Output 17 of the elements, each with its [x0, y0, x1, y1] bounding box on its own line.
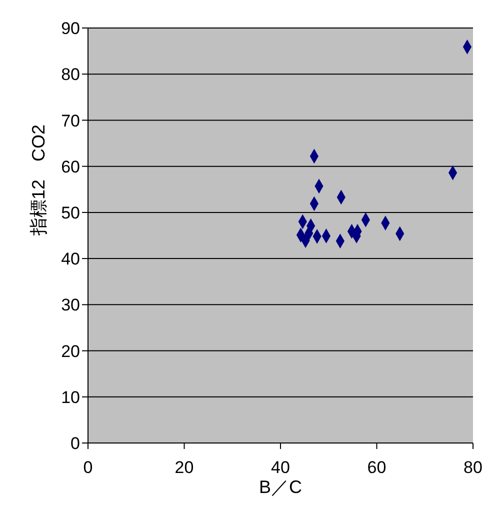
- x-axis-title: B／C: [258, 477, 302, 497]
- x-tick-label: 40: [271, 458, 290, 478]
- y-tick-label: 20: [61, 342, 80, 361]
- y-tick-label: 90: [61, 19, 80, 38]
- y-axis-title: 指標12 CO2: [28, 124, 48, 236]
- x-tick-label: 80: [464, 458, 482, 478]
- y-tick-label: 70: [61, 111, 80, 130]
- x-tick-label: 0: [83, 458, 93, 478]
- y-tick-label: 10: [61, 388, 80, 407]
- y-tick-label: 60: [61, 157, 80, 176]
- x-tick-label: 20: [174, 458, 194, 478]
- y-tick-label: 0: [70, 434, 80, 454]
- y-tick-label: 80: [61, 65, 80, 84]
- y-tick-label: 40: [61, 250, 80, 269]
- x-tick-label: 60: [367, 458, 386, 478]
- y-tick-label: 30: [61, 296, 80, 315]
- y-tick-label: 50: [61, 203, 80, 222]
